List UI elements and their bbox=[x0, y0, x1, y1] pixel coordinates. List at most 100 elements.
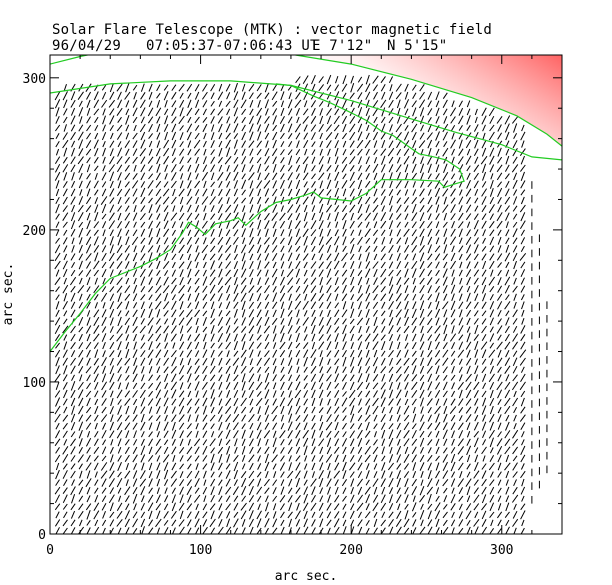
field-vector bbox=[451, 156, 455, 164]
field-vector bbox=[210, 318, 216, 325]
field-vector bbox=[117, 366, 122, 374]
field-vector bbox=[54, 124, 61, 132]
field-vector bbox=[180, 173, 184, 180]
field-vector bbox=[70, 309, 76, 318]
field-vector bbox=[186, 212, 193, 221]
field-vector bbox=[419, 381, 425, 391]
field-vector bbox=[465, 188, 472, 197]
field-vector bbox=[218, 100, 223, 107]
field-vector bbox=[156, 156, 161, 165]
field-vector bbox=[125, 382, 130, 390]
field-vector bbox=[194, 470, 200, 479]
field-vector bbox=[217, 332, 224, 343]
field-vector bbox=[217, 406, 223, 415]
field-vector bbox=[473, 318, 479, 325]
field-vector bbox=[124, 156, 131, 164]
field-vector bbox=[356, 381, 364, 391]
field-vector bbox=[132, 188, 138, 197]
field-vector bbox=[179, 430, 184, 439]
field-vector bbox=[164, 293, 169, 302]
field-vector bbox=[443, 293, 448, 301]
field-vector bbox=[272, 398, 277, 406]
field-vector bbox=[311, 429, 316, 439]
field-vector bbox=[63, 253, 68, 261]
field-vector bbox=[102, 350, 106, 358]
field-vector bbox=[132, 414, 138, 422]
field-vector bbox=[380, 414, 386, 423]
field-vector bbox=[404, 382, 409, 390]
field-vector bbox=[442, 390, 448, 398]
field-vector bbox=[497, 462, 502, 471]
field-vector bbox=[109, 462, 115, 471]
field-vector bbox=[326, 437, 332, 447]
field-vector bbox=[380, 195, 386, 206]
field-vector bbox=[420, 519, 424, 527]
field-vector bbox=[310, 316, 317, 327]
field-vector bbox=[497, 471, 502, 478]
field-vector bbox=[171, 237, 177, 245]
field-vector bbox=[94, 132, 99, 140]
field-vector bbox=[140, 518, 146, 528]
field-vector bbox=[513, 123, 518, 133]
field-vector bbox=[481, 277, 487, 286]
field-vector bbox=[94, 124, 99, 132]
field-vector bbox=[458, 358, 463, 365]
field-vector bbox=[412, 413, 417, 423]
field-vector bbox=[334, 486, 339, 495]
field-vector bbox=[248, 309, 255, 318]
field-vector bbox=[195, 463, 199, 470]
field-vector bbox=[194, 478, 200, 488]
field-vector bbox=[458, 100, 463, 108]
field-vector bbox=[187, 99, 192, 108]
field-vector bbox=[124, 390, 131, 398]
field-vector bbox=[202, 526, 208, 534]
field-vector bbox=[295, 332, 300, 343]
field-vector bbox=[327, 100, 331, 108]
field-vector bbox=[466, 431, 471, 438]
field-vector bbox=[520, 422, 526, 431]
field-vector bbox=[241, 317, 246, 326]
field-vector bbox=[435, 125, 440, 131]
field-vector bbox=[77, 284, 85, 294]
field-vector bbox=[117, 350, 122, 358]
field-vector bbox=[519, 414, 526, 422]
field-vector bbox=[488, 349, 496, 358]
field-vector bbox=[54, 324, 61, 335]
field-vector bbox=[380, 245, 386, 252]
field-vector bbox=[248, 236, 254, 245]
field-vector bbox=[179, 148, 185, 156]
field-vector bbox=[110, 414, 114, 422]
field-vector bbox=[310, 478, 317, 487]
field-vector bbox=[102, 439, 107, 446]
field-vector bbox=[334, 277, 339, 286]
field-vector bbox=[326, 91, 332, 100]
field-vector bbox=[55, 462, 60, 471]
field-vector bbox=[140, 205, 146, 212]
field-vector bbox=[404, 486, 409, 495]
field-vector bbox=[488, 373, 495, 383]
field-vector bbox=[156, 237, 161, 245]
field-vector bbox=[412, 148, 417, 157]
field-vector bbox=[294, 220, 301, 229]
field-vector bbox=[411, 486, 418, 496]
field-vector bbox=[62, 454, 69, 463]
field-vector bbox=[186, 511, 192, 519]
field-vector bbox=[178, 422, 185, 430]
field-vector bbox=[55, 180, 60, 189]
field-vector bbox=[257, 163, 262, 173]
field-vector bbox=[473, 164, 480, 173]
field-vector bbox=[365, 527, 370, 534]
field-vector bbox=[334, 164, 339, 172]
field-vector bbox=[334, 358, 340, 366]
field-vector bbox=[125, 527, 130, 534]
field-vector bbox=[117, 341, 122, 351]
field-vector bbox=[334, 156, 339, 165]
field-vector bbox=[412, 495, 416, 502]
field-vector bbox=[62, 374, 68, 382]
field-vector bbox=[342, 228, 347, 237]
field-vector bbox=[319, 203, 324, 214]
field-vector bbox=[427, 139, 433, 149]
field-vector bbox=[55, 229, 60, 237]
field-vector bbox=[389, 333, 393, 342]
field-vector bbox=[233, 511, 239, 518]
